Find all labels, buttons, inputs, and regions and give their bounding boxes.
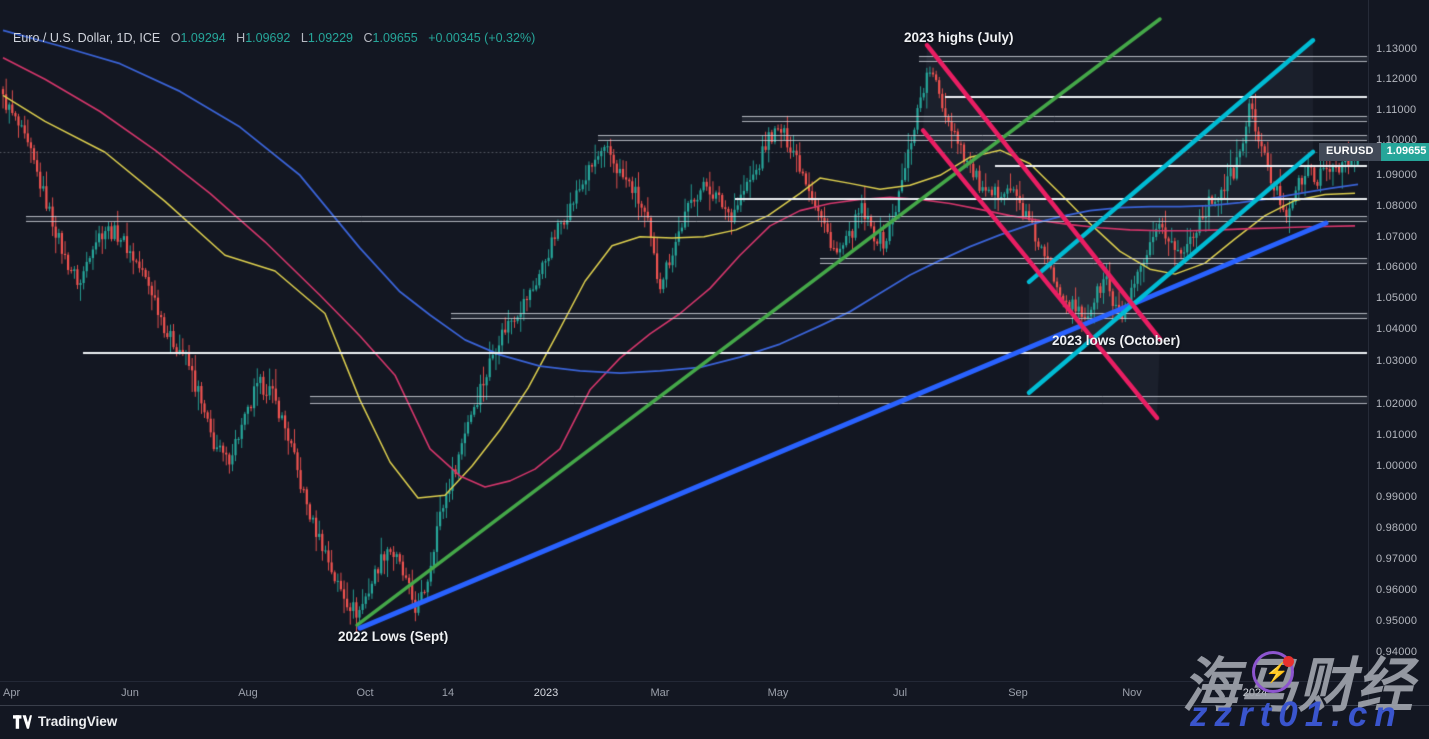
price-axis-label: 1.01000 [1376,429,1418,441]
price-axis[interactable]: 1.13000 1.12000 1.11000 1.10000 1.09000 1.080… [1368,0,1429,705]
time-axis-label: May [767,687,789,699]
price-axis-label: 1.06000 [1376,261,1418,273]
time-axis-label: Jun [121,687,139,699]
price-axis-label: 1.05000 [1376,292,1418,304]
badge-price: 1.09655 [1380,143,1429,162]
price-axis-label: 1.02000 [1376,398,1418,410]
time-axis-label: Apr [3,687,21,699]
change-value: +0.00345 (+0.32%) [428,31,536,45]
time-axis[interactable]: Apr Jun Aug Oct 14 2023 Mar May Jul Sep Nov 2024 [0,681,1368,705]
price-axis-label: 1.12000 [1376,73,1418,85]
time-axis-label: 2024 [1242,687,1268,699]
price-axis-label: 1.10000 [1376,134,1418,146]
price-axis-label: 0.94000 [1376,646,1418,658]
annotation-2022-lows[interactable]: 2022 Lows (Sept) [338,629,449,644]
price-axis-label: 0.97000 [1376,553,1418,565]
close-value: 1.09655 [372,31,418,45]
footer-bar: TradingView [0,705,1429,739]
price-axis-label: 1.08000 [1376,200,1418,212]
price-axis-label: 1.07000 [1376,231,1418,243]
tradingview-brand-link[interactable]: TradingView [13,714,117,729]
time-axis-label: 2023 [533,687,559,699]
time-axis-label: Jul [892,687,908,699]
annotation-2023-highs[interactable]: 2023 highs (July) [904,30,1014,45]
close-label: C [363,31,373,45]
price-axis-label: 1.04000 [1376,323,1418,335]
open-value: 1.09294 [180,31,226,45]
time-axis-label: Mar [650,687,670,699]
time-axis-label: Sep [1008,687,1028,699]
price-axis-label: 0.96000 [1376,584,1418,596]
low-value: 1.09229 [307,31,354,45]
time-axis-label: Oct [356,687,374,699]
price-axis-label: 0.98000 [1376,522,1418,534]
symbol-title: Euro / U.S. Dollar, 1D, ICE [13,31,161,45]
price-axis-label: 1.13000 [1376,43,1418,55]
high-value: 1.09692 [245,31,291,45]
price-axis-label: 1.03000 [1376,355,1418,367]
time-axis-label: Aug [238,687,258,699]
annotation-2023-lows[interactable]: 2023 lows (October) [1052,333,1181,348]
tradingview-brand-text: TradingView [38,714,118,729]
price-axis-label: 1.09000 [1376,169,1418,181]
price-axis-label: 0.99000 [1376,491,1418,503]
last-price-badge: EURUSD 1.09655 [1319,143,1429,162]
open-label: O [170,31,181,45]
tradingview-logo-icon [13,714,32,729]
time-axis-label: 14 [441,687,455,699]
high-label: H [236,31,246,45]
symbol-legend[interactable]: Euro / U.S. Dollar, 1D, ICE O1.09294 H1.… [13,31,535,45]
badge-symbol: EURUSD [1319,143,1381,162]
time-axis-label: Nov [1122,687,1142,699]
price-axis-label: 0.95000 [1376,615,1418,627]
low-label: L [300,31,308,45]
price-axis-label: 1.00000 [1376,460,1418,472]
candlestick-chart-canvas[interactable] [0,0,1368,681]
price-axis-label: 1.11000 [1376,104,1417,116]
